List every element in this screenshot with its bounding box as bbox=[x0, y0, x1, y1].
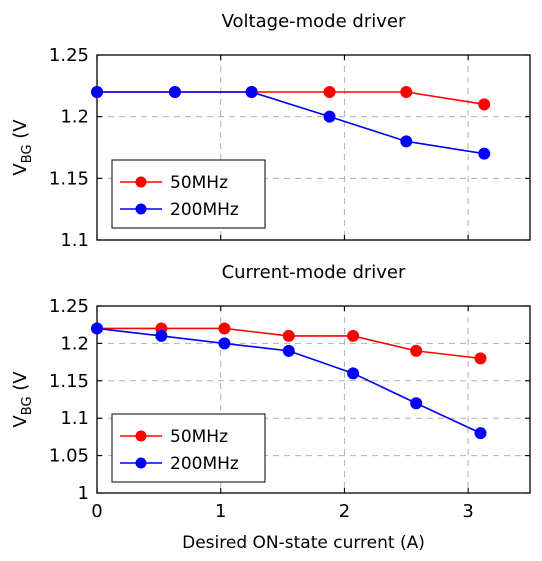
data-point bbox=[245, 86, 258, 98]
data-point bbox=[323, 86, 336, 98]
data-point bbox=[91, 86, 103, 98]
y-tick-label: 1 bbox=[78, 483, 89, 504]
data-point bbox=[347, 329, 360, 342]
data-point bbox=[218, 322, 231, 335]
y-axis-label-subscript: BG bbox=[20, 144, 35, 163]
data-point bbox=[347, 367, 360, 380]
legend-label: 50MHz bbox=[170, 427, 228, 447]
data-point bbox=[168, 86, 181, 98]
y-tick-label: 1.25 bbox=[49, 296, 89, 317]
legend: 50MHz 200MHz bbox=[111, 413, 266, 483]
chart-title: Voltage-mode driver bbox=[222, 11, 406, 32]
x-tick-label: 2 bbox=[339, 501, 350, 522]
data-point bbox=[323, 110, 336, 123]
legend: 50MHz 200MHz bbox=[111, 159, 266, 229]
legend-marker bbox=[135, 203, 147, 215]
data-point bbox=[282, 344, 295, 357]
y-tick-label: 1.1 bbox=[60, 408, 89, 429]
data-point bbox=[478, 147, 491, 160]
y-tick-label: 1.05 bbox=[49, 446, 89, 467]
y-tick-label: 1.2 bbox=[60, 333, 89, 354]
y-axis-label-unit: (V bbox=[10, 119, 31, 145]
data-point bbox=[155, 329, 168, 342]
y-axis-label-subscript: BG bbox=[20, 396, 35, 415]
x-tick-label: 0 bbox=[91, 501, 102, 522]
y-tick-label: 1.25 bbox=[49, 45, 89, 66]
data-point bbox=[474, 352, 487, 365]
series-line-2 bbox=[97, 91, 485, 155]
y-tick-label: 1.15 bbox=[49, 371, 89, 392]
legend-box bbox=[111, 413, 266, 483]
data-point bbox=[282, 329, 295, 342]
y-tick-label: 1.1 bbox=[60, 230, 89, 251]
x-axis-label: Desired ON-state current (A) bbox=[182, 533, 425, 553]
y-axis-label: VBG (V bbox=[10, 119, 35, 176]
data-point bbox=[410, 397, 423, 410]
legend-marker bbox=[135, 176, 147, 188]
chart-panel-1: Voltage-mode driver 1.1 1.15 1.2 1.25 VBG (V 5… bbox=[10, 11, 531, 251]
x-tick-label: 3 bbox=[462, 501, 473, 522]
legend-label: 200MHz bbox=[170, 200, 239, 220]
legend-label: 50MHz bbox=[170, 173, 228, 193]
data-point bbox=[410, 344, 423, 357]
y-axis-label-unit: (V bbox=[10, 371, 31, 397]
y-tick-label: 1.2 bbox=[60, 107, 89, 128]
data-point bbox=[400, 86, 413, 98]
legend-box bbox=[111, 159, 266, 229]
y-axis-label-main: V bbox=[10, 163, 31, 176]
legend-marker bbox=[135, 457, 147, 469]
series-line-1 bbox=[97, 91, 485, 106]
plot-frame bbox=[96, 54, 531, 241]
x-tick-label: 1 bbox=[215, 501, 226, 522]
plot-frame bbox=[96, 305, 531, 494]
data-point bbox=[400, 135, 413, 148]
data-point bbox=[474, 427, 487, 440]
y-axis-label-main: V bbox=[10, 415, 31, 428]
legend-label: 200MHz bbox=[170, 454, 239, 474]
chart-title: Current-mode driver bbox=[222, 262, 406, 283]
y-axis-label: VBG (V bbox=[10, 371, 35, 428]
data-point bbox=[91, 322, 103, 335]
data-point bbox=[218, 337, 231, 350]
y-tick-label: 1.15 bbox=[49, 168, 89, 189]
data-point bbox=[478, 98, 491, 111]
legend-marker bbox=[135, 430, 147, 442]
